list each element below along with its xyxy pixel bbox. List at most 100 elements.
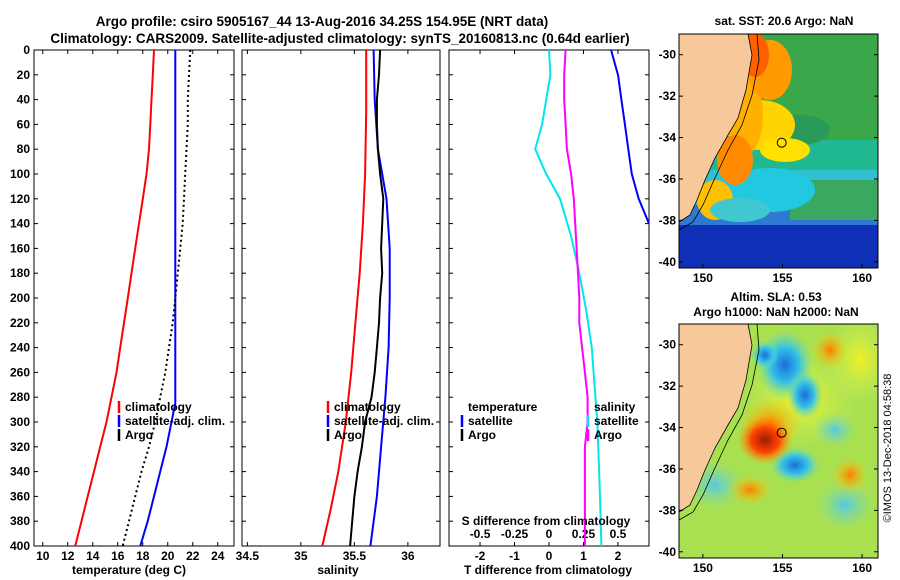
map-y-tick-label: -30 — [659, 48, 677, 62]
y-tick-label: 180 — [10, 266, 30, 280]
series-satellite-adj-clim-line — [139, 50, 177, 547]
salinity-xlabel: salinity — [317, 563, 359, 577]
x-tick-label: 35 — [294, 549, 308, 563]
x2-tick-label: 0.5 — [610, 527, 627, 541]
legend-t-satellite-label: satellite — [468, 414, 513, 428]
x2-tick-label: 0.25 — [572, 527, 596, 541]
y-tick-label: 0 — [23, 43, 30, 57]
legend-satellite-label: satellite-adj. clim. — [334, 414, 434, 428]
t-difference-xlabel: T difference from climatology — [464, 563, 632, 577]
map-y-tick-label: -36 — [659, 462, 677, 476]
sst-map-frame — [678, 33, 879, 269]
x-tick-label: 36 — [401, 549, 415, 563]
y-tick-label: 260 — [10, 365, 30, 379]
argo-location-marker — [776, 137, 787, 148]
legend-argo-label: Argo — [334, 428, 362, 442]
legend-salinity-title: salinity — [594, 400, 636, 414]
x-tick-label: 12 — [61, 549, 75, 563]
series-t-diff-satellite-line — [610, 50, 649, 224]
series-s-diff-argo-line — [563, 50, 589, 546]
map-x-tick-label: 160 — [852, 561, 872, 575]
sst-map-title: sat. SST: 20.6 Argo: NaN — [715, 14, 854, 28]
sst-map: sat. SST: 20.6 Argo: NaN 150 155 160 -3 — [659, 14, 879, 285]
y-tick-label: 120 — [10, 192, 30, 206]
x-tick-label: 34.5 — [236, 549, 260, 563]
map-y-tick-label: -34 — [659, 131, 677, 145]
argo-location-marker — [776, 427, 787, 438]
difference-legend-temperature: temperature satellite Argo — [460, 400, 538, 442]
map-y-tick-label: -38 — [659, 503, 677, 517]
y-tick-label: 360 — [10, 489, 30, 503]
y-tick-label: 20 — [17, 68, 31, 82]
y-tick-label: 100 — [10, 167, 30, 181]
y-tick-label: 380 — [10, 514, 30, 528]
x2-tick-label: -0.25 — [501, 527, 529, 541]
x-tick-label: -2 — [475, 549, 486, 563]
legend-t-argo-label: Argo — [468, 428, 496, 442]
legend-satellite-label: satellite-adj. clim. — [125, 414, 225, 428]
sla-map-frame — [678, 323, 879, 559]
x-tick-label: 14 — [86, 549, 100, 563]
legend-s-argo-label: Argo — [594, 428, 622, 442]
temperature-legend: climatology satellite-adj. clim. Argo — [117, 400, 225, 442]
difference-axes — [448, 49, 650, 547]
x-tick-label: 20 — [161, 549, 175, 563]
x2-tick-label: -0.5 — [470, 527, 491, 541]
x-tick-label: 18 — [136, 549, 150, 563]
y-tick-label: 220 — [10, 316, 30, 330]
series-climatology-line — [321, 50, 368, 547]
x2-tick-label: 0 — [546, 527, 553, 541]
y-tick-label: 340 — [10, 465, 30, 479]
legend-s-satellite-label: satellite — [594, 414, 639, 428]
x-tick-label: 1 — [580, 549, 587, 563]
imos-watermark: ©IMOS 13-Dec-2018 04:58:38 — [882, 374, 894, 523]
legend-temperature-title: temperature — [468, 400, 538, 414]
y-tick-label: 60 — [17, 117, 31, 131]
legend-argo-label: Argo — [125, 428, 153, 442]
x-tick-label: 22 — [186, 549, 200, 563]
map-y-tick-label: -38 — [659, 213, 677, 227]
y-tick-label: 40 — [17, 93, 31, 107]
x-tick-label: 24 — [211, 549, 225, 563]
map-x-tick-label: 155 — [772, 561, 792, 575]
map-x-tick-label: 155 — [772, 271, 792, 285]
y-tick-label: 320 — [10, 440, 30, 454]
map-y-tick-label: -36 — [659, 172, 677, 186]
salinity-axes — [241, 49, 441, 547]
temperature-xlabel: temperature (deg C) — [72, 563, 186, 577]
map-y-tick-label: -40 — [659, 545, 677, 559]
difference-panel: -2 -1 0 1 2 -0.5 -0.25 0 0.25 0.5 S difference f… — [448, 49, 650, 577]
y-tick-label: 80 — [17, 142, 31, 156]
legend-climatology-label: climatology — [125, 400, 192, 414]
temperature-panel: 0 20 40 60 80 100 120 140 160 180 200 220 240 260 280 3… — [10, 43, 235, 577]
figure-title-line1: Argo profile: csiro 5905167_44 13-Aug-20… — [96, 14, 548, 29]
y-tick-label: 200 — [10, 291, 30, 305]
sla-map-subtitle: Argo h1000: NaN h2000: NaN — [693, 305, 858, 319]
y-tick-label: 240 — [10, 341, 30, 355]
map-x-tick-label: 160 — [852, 271, 872, 285]
map-x-tick-label: 150 — [693, 271, 713, 285]
y-tick-label: 140 — [10, 217, 30, 231]
x-tick-label: -1 — [509, 549, 520, 563]
map-y-tick-label: -34 — [659, 421, 677, 435]
difference-legend-salinity: salinity satellite Argo — [586, 400, 639, 442]
map-y-tick-label: -32 — [659, 89, 677, 103]
x-tick-label: 2 — [615, 549, 622, 563]
map-y-tick-label: -30 — [659, 338, 677, 352]
map-x-tick-label: 150 — [693, 561, 713, 575]
y-tick-label: 280 — [10, 390, 30, 404]
x-tick-label: 0 — [546, 549, 553, 563]
sst-field — [679, 34, 878, 268]
map-y-tick-label: -40 — [659, 255, 677, 269]
y-tick-label: 400 — [10, 539, 30, 553]
series-argo-line — [349, 49, 385, 547]
y-tick-label: 300 — [10, 415, 30, 429]
series-s-diff-satellite-line — [534, 50, 603, 546]
salinity-panel: 34.5 35 35.5 36 salinity climatology satell… — [236, 49, 441, 577]
sla-field — [679, 324, 878, 558]
sla-map-title: Altim. SLA: 0.53 — [730, 290, 822, 304]
s-difference-xlabel: S difference from climatology — [462, 514, 631, 528]
x-tick-label: 35.5 — [343, 549, 367, 563]
x-tick-label: 10 — [36, 549, 50, 563]
